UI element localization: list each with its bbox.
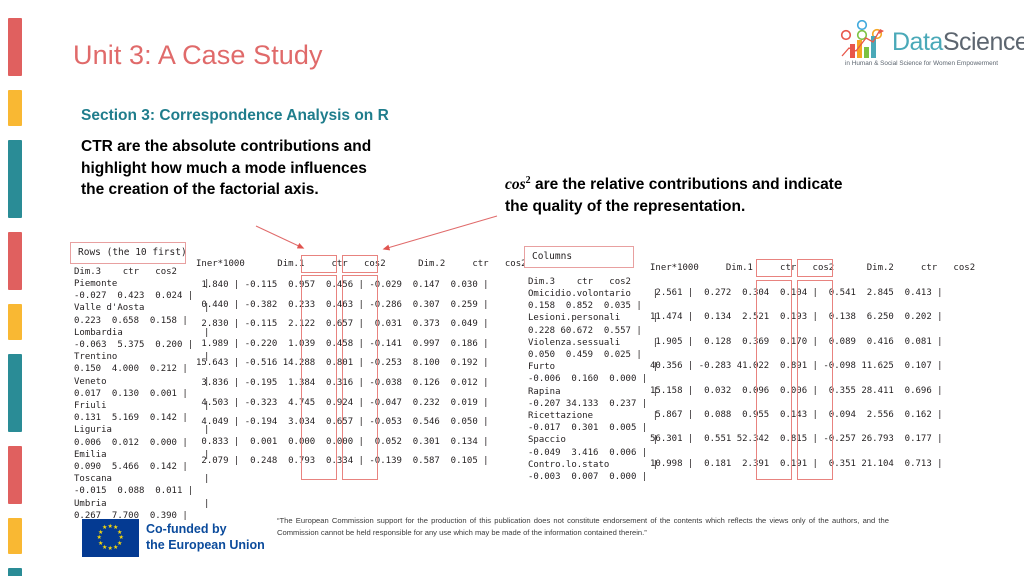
columns-numeric-block: 2.561 | 0.272 0.304 0.104 | 0.541 2.845 …	[650, 288, 943, 469]
eu-star: ★	[102, 544, 108, 551]
rows-caption-box: Rows (the 10 first)	[70, 242, 187, 264]
logo-word-science: Science	[942, 28, 1024, 56]
eu-funding-line1: Co-funded by	[146, 522, 227, 536]
columns-name-header: Dim.3 ctr cos2	[528, 277, 631, 287]
cos2-description-rest: are the relative contributions and indic…	[505, 176, 843, 215]
eu-star: ★	[107, 546, 113, 552]
rows-numeric-header: Iner*1000 Dim.1 ctr cos2 Dim.2 ctr cos2	[196, 259, 527, 269]
eu-star: ★	[117, 540, 123, 547]
eu-star: ★	[97, 529, 104, 536]
eu-star: ★	[96, 535, 102, 541]
rows-name-header: Dim.3 ctr cos2	[74, 267, 177, 277]
sidebar-accent-bar-8	[8, 568, 22, 576]
eu-star: ★	[97, 540, 104, 547]
eu-star: ★	[117, 529, 123, 536]
section-title: Section 3: Correspondence Analysis on R	[81, 107, 389, 124]
rows-numeric-block: 1.840 | -0.115 0.957 0.456 | -0.029 0.14…	[196, 280, 489, 467]
eu-star: ★	[118, 535, 124, 541]
sidebar-accent-bar-3	[8, 232, 22, 290]
columns-names-block: Omicidio.volontario | 0.158 0.852 0.035 …	[528, 289, 659, 483]
eu-star: ★	[113, 525, 119, 532]
ctr-description-text: CTR are the absolute contributions and h…	[81, 138, 372, 198]
rows-names-block: Piemonte | -0.027 0.423 0.024 | Valle d'…	[74, 279, 210, 521]
eu-flag-icon: ★ ★ ★ ★ ★ ★ ★ ★ ★ ★ ★ ★	[82, 519, 139, 557]
sidebar-accent-bar-5	[8, 354, 22, 432]
columns-caption-box: Columns	[524, 246, 634, 268]
logo-word-data: Data	[892, 28, 943, 56]
logo-wordmark: DataScience	[892, 28, 1024, 57]
sidebar-accent-bar-1	[8, 90, 22, 126]
cos2-symbol: cos2	[505, 175, 531, 194]
eu-star: ★	[102, 525, 108, 532]
sidebar-accent-bar-4	[8, 304, 22, 340]
page-title: Unit 3: A Case Study	[73, 40, 323, 70]
columns-numeric-header: Iner*1000 Dim.1 ctr cos2 Dim.2 ctr cos2	[650, 263, 976, 273]
logo-tagline: in Human & Social Science for Women Empo…	[845, 60, 998, 67]
eu-star: ★	[107, 524, 113, 530]
arrow-to-cos2	[382, 215, 498, 251]
sidebar-accent-bar-6	[8, 446, 22, 504]
eu-star: ★	[113, 544, 119, 551]
eu-funding-label: Co-funded by the European Union	[146, 521, 265, 553]
disclaimer-text: “The European Commission support for the…	[277, 516, 889, 537]
sidebar-accent-bar-0	[8, 18, 22, 76]
sidebar-accent-bar-2	[8, 140, 22, 218]
cos2-description-text: cos2 are the relative contributions and …	[505, 170, 865, 217]
arrow-to-ctr	[255, 225, 305, 249]
datascience-logo: DataScience in Human & Social Science fo…	[840, 19, 1024, 72]
sidebar-accent-bar-7	[8, 518, 22, 554]
eu-funding-line2: the European Union	[146, 538, 265, 552]
logo-graphic	[840, 19, 884, 58]
